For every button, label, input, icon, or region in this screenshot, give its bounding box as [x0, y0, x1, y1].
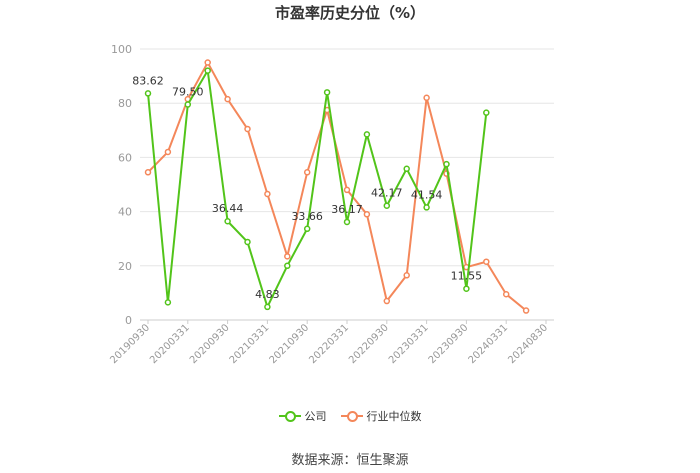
- company-data-point: [303, 225, 311, 233]
- company-series-line: [147, 69, 488, 308]
- industry-median-data-point: [502, 291, 510, 298]
- x-tick-label: 20210331: [228, 322, 272, 366]
- company-data-point: [443, 160, 450, 168]
- company-data-point: [423, 204, 430, 211]
- company-data-point: [383, 202, 391, 209]
- y-tick-label: 20: [118, 260, 132, 273]
- industry-median-data-point: [144, 169, 152, 176]
- industry-median-data-point: [224, 95, 231, 103]
- x-tick-label: 20240830: [506, 322, 550, 366]
- industry-median-data-point: [423, 94, 430, 102]
- industry-median-series-line: [147, 61, 527, 312]
- data-source: 数据来源：恒生聚源: [291, 453, 409, 468]
- grid-lines: [140, 48, 554, 267]
- industry-median-data-point: [204, 59, 211, 66]
- company-data-label: 41.54: [411, 188, 443, 201]
- company-data-label: 36.17: [331, 203, 363, 216]
- industry-median-data-point: [383, 297, 391, 305]
- data-labels: 83.62 79.50 36.44 4.83 33.66 36.17 42.17 41.54 1…: [132, 74, 482, 301]
- company-data-label: 42.17: [371, 187, 403, 200]
- company-data-point: [224, 217, 231, 225]
- company-data-label: 79.50: [172, 86, 204, 99]
- industry-median-data-point: [483, 258, 490, 265]
- x-tick-label: 20230930: [427, 322, 471, 366]
- y-tick-label: 60: [118, 151, 132, 164]
- industry-median-data-point: [284, 253, 291, 260]
- industry-median-data-point: [363, 211, 371, 218]
- company-data-point: [403, 165, 410, 173]
- chart-title: 市盈率历史分位（%）: [274, 4, 426, 22]
- industry-median-data-point: [244, 125, 251, 133]
- company-data-point: [363, 131, 371, 138]
- industry-median-data-point: [522, 307, 530, 314]
- company-data-point: [264, 303, 271, 311]
- company-data-point: [483, 109, 490, 116]
- company-data-point: [463, 285, 470, 292]
- company-data-point: [144, 90, 152, 97]
- x-tick-label: 20210930: [268, 322, 312, 366]
- company-data-point: [284, 262, 291, 270]
- series: [144, 59, 530, 314]
- industry-median-data-point: [343, 186, 351, 194]
- industry-median-data-point: [264, 190, 271, 198]
- x-tick-label: 20220930: [347, 322, 391, 366]
- y-tick-label: 80: [118, 97, 132, 110]
- x-tick-label: 20240331: [467, 322, 511, 366]
- x-tick-label: 20200331: [148, 322, 192, 366]
- company-data-point: [164, 299, 172, 306]
- industry-median-data-point: [164, 148, 172, 156]
- x-tick-label: 20230331: [387, 322, 431, 366]
- x-tick-label: 20220331: [307, 322, 351, 366]
- legend-swatch-industry-median: [340, 410, 363, 422]
- company-data-point: [323, 89, 331, 96]
- company-data-label: 83.62: [132, 74, 164, 87]
- y-tick-label: 40: [118, 206, 132, 219]
- y-tick-label: 0: [125, 314, 132, 327]
- legend-item-industry-median[interactable]: 行业中位数: [340, 408, 422, 424]
- company-data-label: 36.44: [212, 202, 244, 215]
- x-tick-label: 20200930: [188, 322, 232, 366]
- legend-label-company: 公司: [304, 410, 327, 423]
- legend-label-industry-median: 行业中位数: [366, 410, 422, 423]
- legend: 公司 行业中位数: [0, 408, 700, 424]
- company-data-point: [244, 238, 251, 246]
- legend-item-company[interactable]: 公司: [278, 408, 327, 424]
- company-data-point: [204, 67, 211, 74]
- company-data-point: [184, 101, 192, 108]
- x-tick-label: 20190930: [108, 322, 152, 366]
- company-data-label: 33.66: [291, 210, 323, 223]
- industry-median-data-point: [403, 272, 410, 279]
- company-data-label: 4.83: [255, 288, 280, 301]
- legend-swatch-company: [278, 410, 301, 422]
- industry-median-data-point: [303, 169, 311, 176]
- y-tick-label: 100: [111, 43, 132, 56]
- company-data-point: [343, 218, 351, 226]
- company-data-label: 11.55: [451, 270, 483, 283]
